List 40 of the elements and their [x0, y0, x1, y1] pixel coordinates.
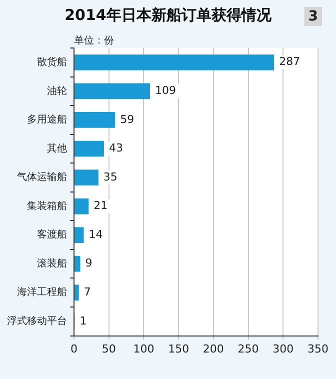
x-tick-label: 100	[133, 342, 154, 356]
data-label: 7	[84, 285, 91, 298]
y-tick-label: 浮式移动平台	[7, 315, 67, 328]
data-label: 59	[120, 112, 134, 126]
bar	[74, 227, 84, 243]
x-tick-label: 300	[272, 342, 294, 356]
x-tick-label: 0	[70, 342, 78, 356]
data-label: 21	[94, 199, 108, 212]
bar	[74, 54, 274, 70]
y-tick-label: 集装箱船	[27, 200, 67, 212]
text: 3	[308, 8, 318, 25]
bar	[74, 284, 79, 301]
y-tick-label: 油轮	[47, 84, 67, 97]
data-label: 1	[80, 314, 87, 328]
y-tick-label: 气体运输船	[17, 171, 67, 184]
y-tick-label: 海洋工程船	[17, 286, 67, 298]
y-tick-label: 滚装船	[37, 257, 67, 270]
bar	[74, 170, 98, 186]
x-tick-label: 250	[238, 342, 259, 356]
bar	[74, 83, 150, 100]
bar	[74, 140, 104, 157]
bar	[74, 198, 89, 214]
chart-subtitle: 单位：份	[74, 34, 114, 47]
y-tick-label: 其他	[47, 142, 67, 154]
data-label: 43	[108, 142, 123, 155]
y-tick-label: 多用途船	[27, 114, 67, 126]
bar	[74, 112, 116, 128]
data-label: 109	[154, 84, 176, 98]
data-label: 35	[103, 170, 118, 184]
x-tick-label: 50	[102, 342, 116, 356]
data-label: 9	[85, 256, 92, 270]
y-tick-label: 客渡船	[37, 228, 67, 241]
bar	[74, 256, 80, 272]
y-tick-label: 散货船	[37, 56, 67, 68]
data-label: 14	[88, 228, 103, 241]
x-tick-label: 200	[202, 342, 224, 356]
chart-title: 2014年日本新船订单获得情况	[64, 6, 272, 24]
x-tick-label: 150	[168, 342, 190, 356]
x-tick-label: 350	[308, 342, 328, 356]
data-label: 287	[279, 55, 300, 68]
